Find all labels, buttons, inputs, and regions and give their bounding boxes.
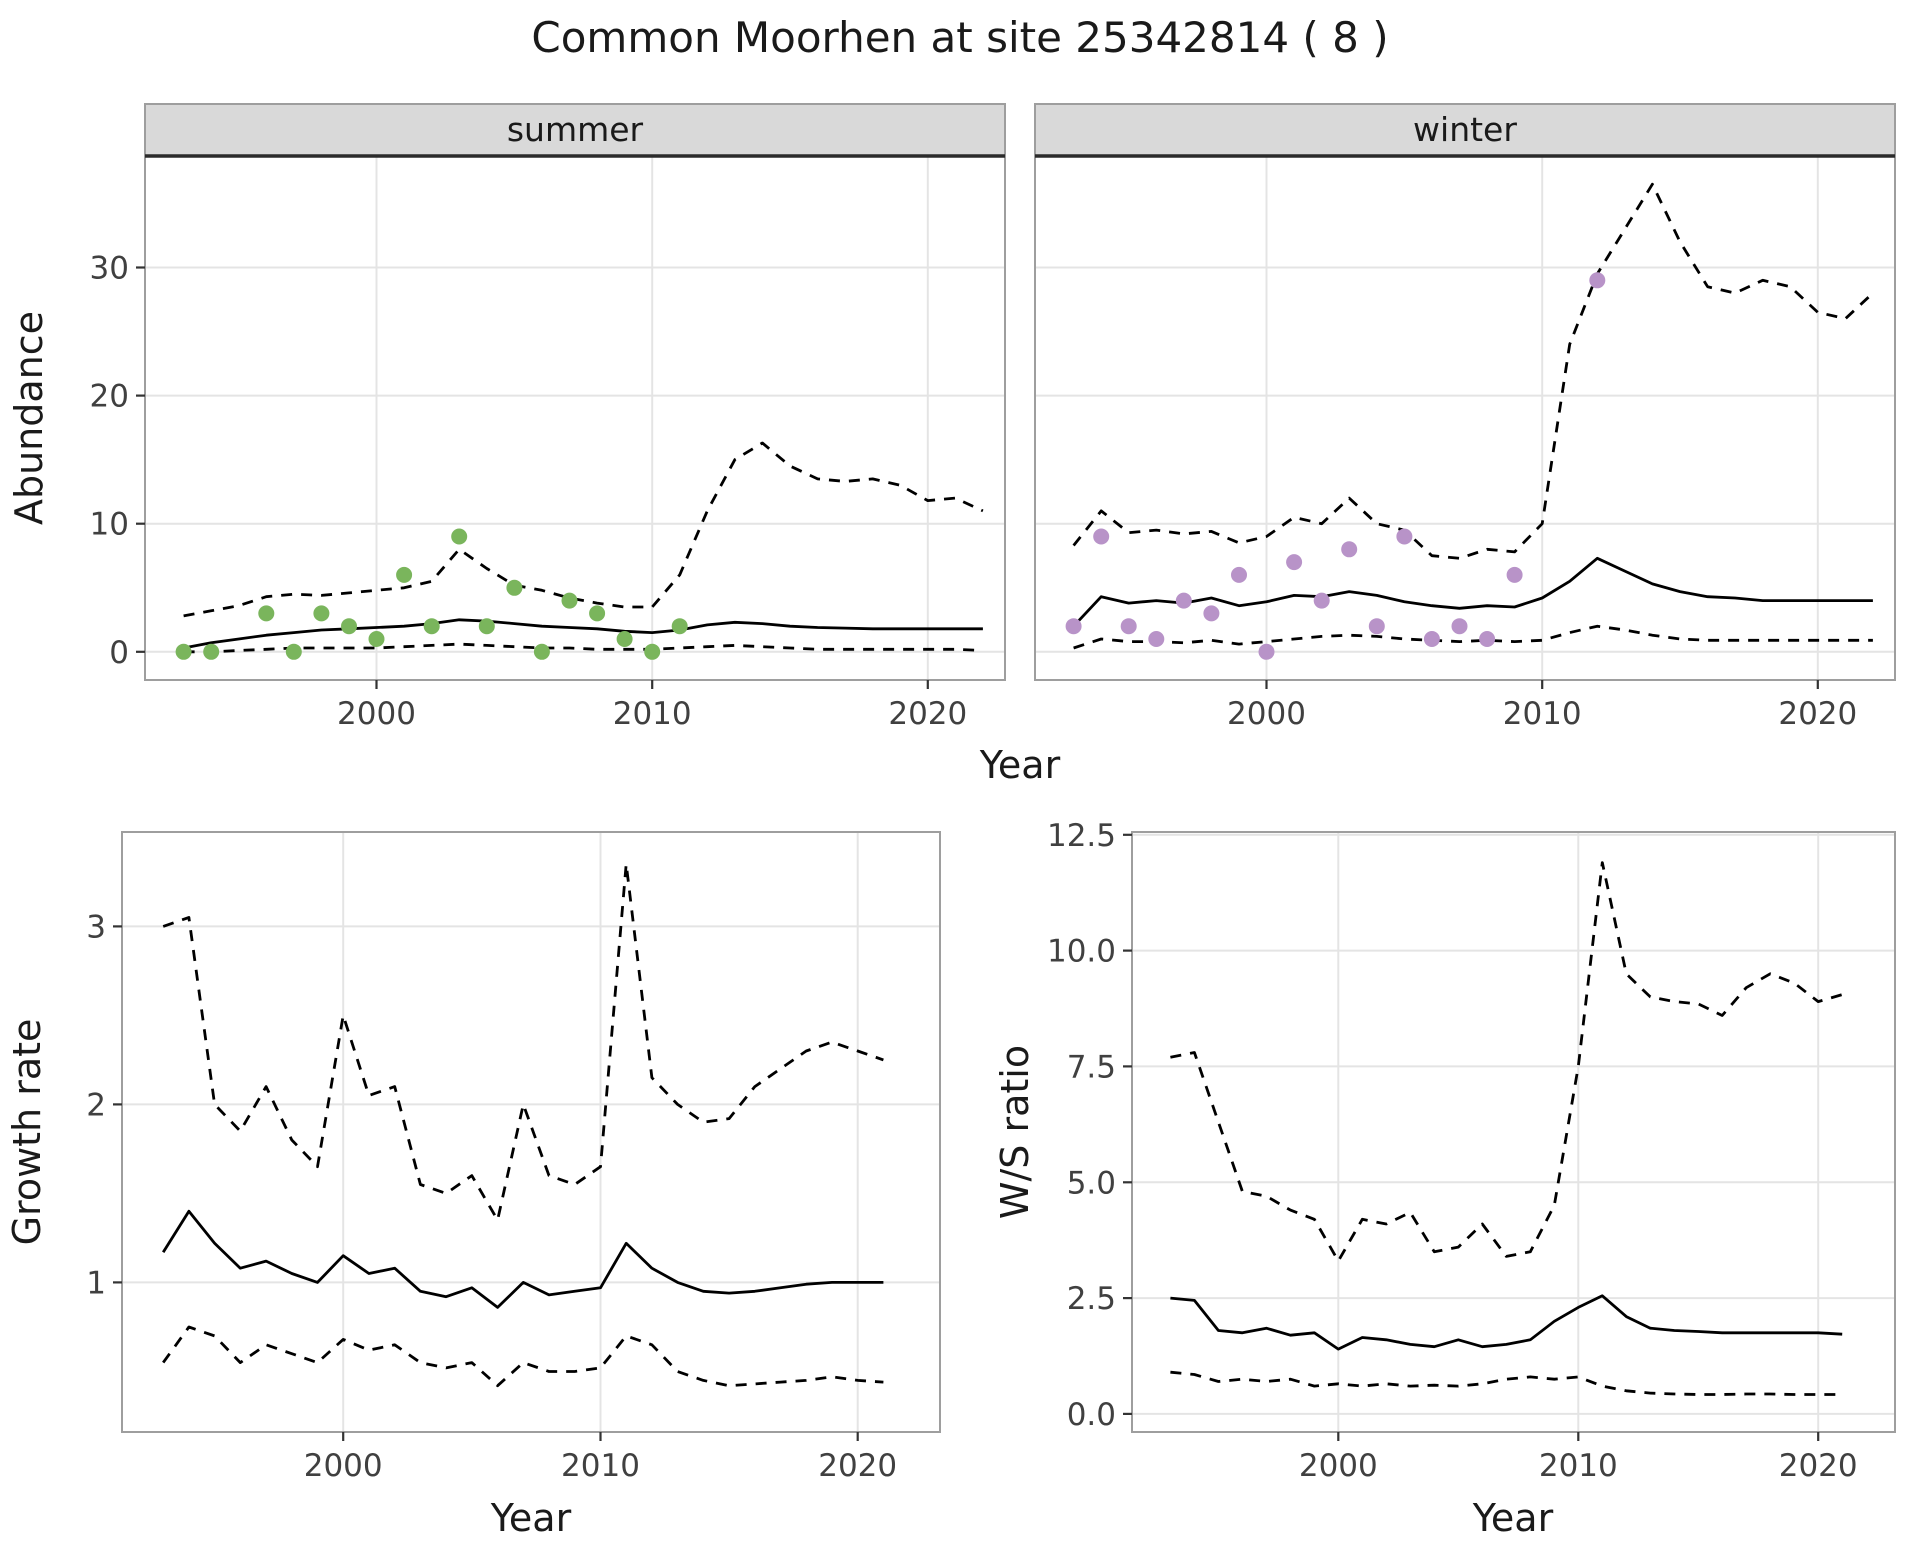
observation-point	[203, 643, 220, 660]
facet-label-winter: winter	[1413, 110, 1517, 149]
observation-point	[1286, 554, 1303, 571]
lower-ci-line	[183, 642, 983, 654]
y-axis-tick-label: 0	[109, 635, 129, 671]
y-axis-tick-label: 1	[86, 1265, 106, 1301]
upper-ci-line	[162, 862, 884, 1222]
abundance-y-axis-title: Abundance	[7, 311, 51, 525]
panel-border	[121, 831, 941, 1433]
panel-background	[1035, 156, 1895, 680]
observation-point	[396, 566, 413, 583]
observation-point	[1175, 592, 1192, 609]
lower-ci-line	[162, 1325, 884, 1388]
panel-background	[122, 832, 940, 1432]
observation-point	[451, 528, 468, 545]
y-axis-tick-label: 10.0	[1047, 934, 1116, 970]
observation-point	[1148, 631, 1165, 647]
x-axis-tick-label: 2010	[1539, 1448, 1618, 1484]
x-axis-tick-label: 2000	[304, 1448, 383, 1484]
y-axis-tick-label: 0.0	[1067, 1397, 1116, 1433]
observation-point	[1258, 643, 1275, 660]
observation-point	[478, 618, 495, 635]
observation-point	[1313, 592, 1330, 609]
fit-line	[162, 1209, 884, 1309]
x-axis-tick-label: 2000	[1227, 696, 1306, 732]
growth-rate-y-axis-title: Growth rate	[5, 1019, 49, 1246]
facet-label-summer: summer	[507, 110, 644, 149]
observation-point	[423, 618, 440, 635]
ws-ratio-y-axis-title: W/S ratio	[993, 1045, 1037, 1219]
observation-point	[1451, 618, 1468, 635]
x-axis-tick-label: 2020	[888, 696, 967, 732]
fit-line	[1072, 556, 1873, 628]
y-axis-tick-label: 3	[86, 909, 106, 945]
observation-point	[1065, 618, 1082, 635]
observation-point	[1341, 541, 1358, 558]
y-axis-tick-label: 20	[90, 379, 129, 415]
x-axis-tick-label: 2000	[337, 696, 416, 732]
observation-point	[1396, 528, 1413, 545]
observation-point	[368, 631, 385, 647]
observation-point	[616, 631, 633, 647]
upper-ci-line	[1170, 861, 1843, 1263]
y-axis-tick-label: 2.5	[1067, 1281, 1116, 1317]
x-axis-tick-label: 2020	[818, 1448, 897, 1484]
upper-ci-line	[1072, 182, 1874, 560]
panel-border	[1131, 831, 1896, 1433]
observation-point	[1203, 605, 1220, 622]
x-axis-tick-label: 2010	[561, 1448, 640, 1484]
observation-point	[671, 618, 688, 635]
lower-ci-line	[1170, 1370, 1843, 1396]
x-axis-tick-label: 2010	[613, 696, 692, 732]
y-axis-tick-label: 2	[86, 1087, 106, 1123]
panel-abundance-summer: 2000 2010 2020 0 10 20 30	[90, 103, 1006, 732]
lower-ci-line	[1073, 624, 1873, 650]
chart-title: Common Moorhen at site 25342814 ( 8 )	[531, 13, 1388, 62]
growth-rate-x-axis-title: Year	[490, 1496, 572, 1540]
observation-point	[561, 592, 578, 609]
x-axis-tick-label: 2020	[1778, 696, 1857, 732]
panel-background	[145, 156, 1005, 680]
x-axis-tick-label: 2000	[1299, 1448, 1378, 1484]
upper-ci-line	[183, 441, 984, 618]
observation-point	[1506, 566, 1523, 583]
y-axis-tick-label: 12.5	[1047, 818, 1116, 854]
y-axis-tick-label: 10	[90, 507, 129, 543]
facet-strip	[1034, 103, 1896, 157]
x-axis-tick-label: 2010	[1503, 696, 1582, 732]
observation-point	[1589, 272, 1606, 289]
panel-ws-ratio: 2000 2010 2020 0.0 2.5 5.0 7.5 10.0 12.5	[1047, 818, 1896, 1484]
observation-point	[313, 605, 330, 622]
observation-point	[1231, 566, 1247, 583]
observation-point	[1093, 528, 1110, 545]
x-axis-tick-label: 2020	[1779, 1448, 1858, 1484]
fit-line	[1170, 1294, 1843, 1351]
observation-point	[1120, 618, 1137, 635]
y-axis-tick-label: 5.0	[1067, 1165, 1116, 1201]
observation-point	[1423, 631, 1440, 647]
observation-point	[1368, 618, 1385, 635]
observation-point	[1479, 631, 1496, 647]
y-axis-tick-label: 30	[90, 251, 129, 287]
observation-point	[258, 605, 275, 622]
ws-ratio-x-axis-title: Year	[1472, 1496, 1554, 1540]
observation-point	[533, 643, 550, 660]
observation-point	[644, 643, 661, 660]
fit-line	[183, 618, 983, 650]
top-x-axis-title: Year	[979, 743, 1061, 787]
panel-growth-rate: 2000 2010 2020 1 2 3	[86, 831, 941, 1484]
y-axis-tick-label: 7.5	[1067, 1049, 1116, 1085]
observation-point	[589, 605, 606, 622]
observation-point	[341, 618, 357, 635]
observation-point	[506, 579, 523, 596]
observation-point	[285, 643, 302, 660]
observation-point	[175, 643, 192, 660]
panel-abundance-winter: 2000 2010 2020	[1034, 103, 1896, 732]
